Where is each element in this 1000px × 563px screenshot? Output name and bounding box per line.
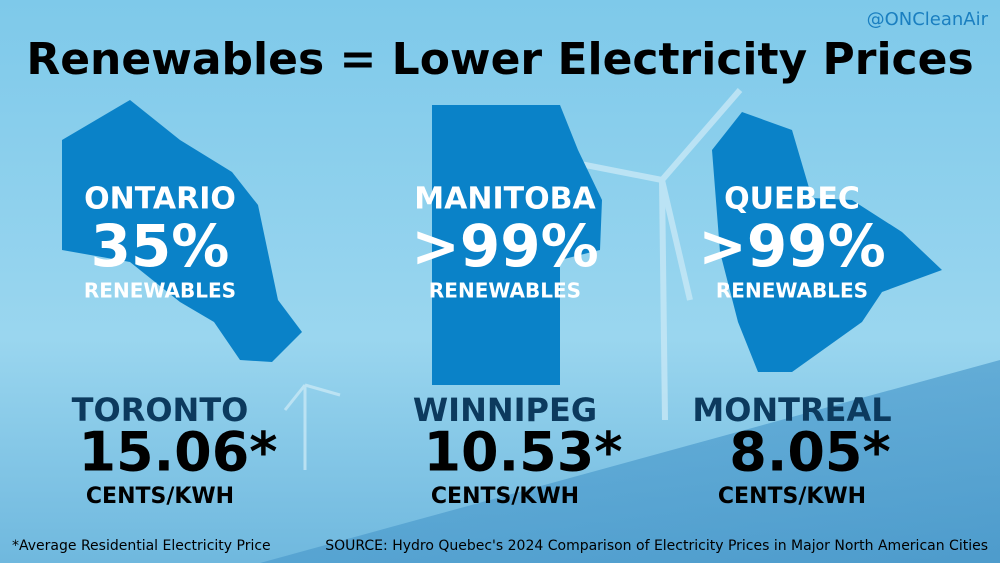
share-label: RENEWABLES [84, 279, 236, 303]
solar-panels [260, 360, 1000, 563]
renewable-share: >99% [411, 212, 598, 280]
handle: @ONCleanAir [867, 9, 989, 30]
price: 15.06* [78, 421, 277, 484]
source: SOURCE: Hydro Quebec's 2024 Comparison o… [325, 538, 988, 554]
price-unit: CENTS/KWH [718, 484, 866, 509]
manitoba-map [432, 105, 602, 385]
wind-turbines [283, 88, 743, 470]
quebec-map [712, 112, 942, 372]
price: 8.05* [729, 421, 890, 484]
renewable-share: 35% [91, 212, 230, 280]
footnote: *Average Residential Electricity Price [12, 538, 271, 554]
province-name: ONTARIO [84, 182, 236, 217]
price-unit: CENTS/KWH [86, 484, 234, 509]
renewable-share: >99% [698, 212, 885, 280]
price-unit: CENTS/KWH [431, 484, 579, 509]
price: 10.53* [423, 421, 622, 484]
share-label: RENEWABLES [716, 279, 868, 303]
city-name: TORONTO [72, 391, 249, 429]
city-name: MONTREAL [692, 391, 891, 429]
province-name: MANITOBA [414, 182, 596, 217]
city-name: WINNIPEG [413, 391, 597, 429]
ontario-map [62, 100, 302, 362]
title: Renewables = Lower Electricity Prices [26, 34, 973, 85]
province-name: QUEBEC [724, 182, 860, 217]
share-label: RENEWABLES [429, 279, 581, 303]
